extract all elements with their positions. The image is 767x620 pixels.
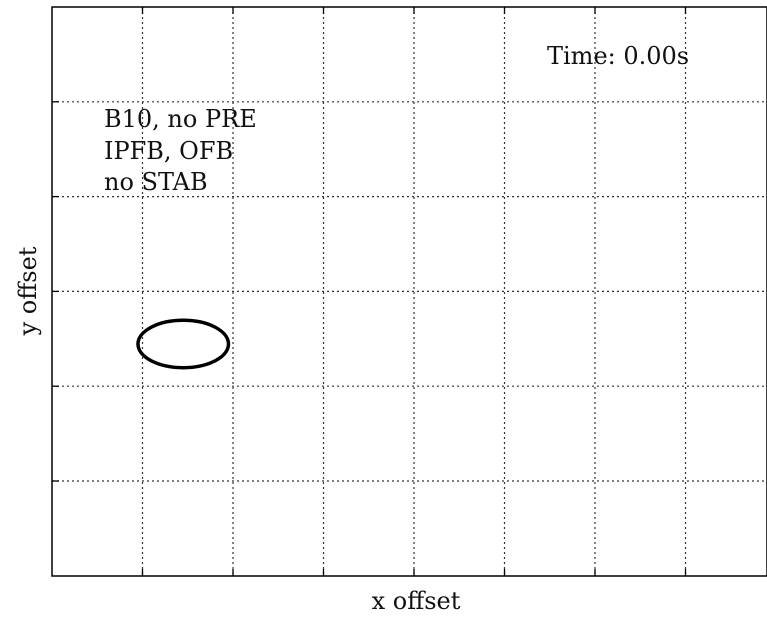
- axis-ticks: [52, 7, 687, 576]
- config-line-1: B10, no PRE: [104, 105, 257, 133]
- config-line-2: IPFB, OFB: [104, 137, 233, 165]
- y-axis-label: y offset: [14, 246, 42, 336]
- config-line-3: no STAB: [104, 168, 208, 196]
- beam-orbit-ellipse: [136, 318, 231, 370]
- plot-area-frame: [51, 6, 767, 577]
- time-annotation: Time: 0.00s: [547, 42, 689, 70]
- x-axis-label: x offset: [372, 587, 461, 615]
- grid-lines: [52, 7, 767, 576]
